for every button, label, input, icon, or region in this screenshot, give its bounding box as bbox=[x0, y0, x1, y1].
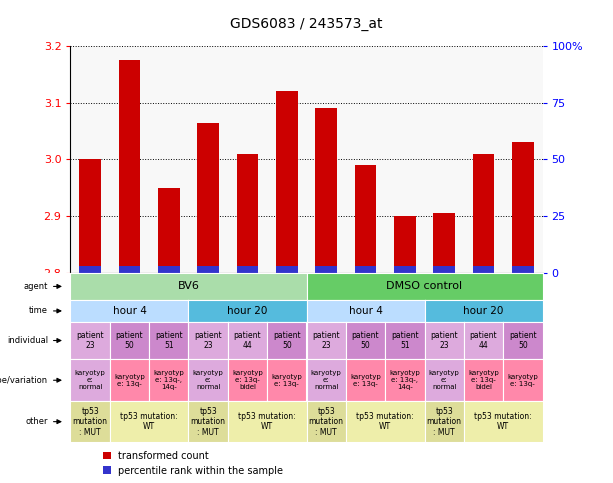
Text: individual: individual bbox=[7, 336, 48, 345]
Text: karyotyp
e: 13q-
bidel: karyotyp e: 13q- bidel bbox=[468, 370, 499, 390]
Text: genotype/variation: genotype/variation bbox=[0, 376, 48, 385]
Text: karyotyp
e: 13q-
bidel: karyotyp e: 13q- bidel bbox=[232, 370, 263, 390]
Text: patient
44: patient 44 bbox=[470, 331, 497, 350]
Bar bbox=[276, 91, 298, 273]
Text: tp53 mutation:
WT: tp53 mutation: WT bbox=[474, 412, 532, 431]
Bar bbox=[276, 266, 298, 273]
Text: karyotyp
e:
normal: karyotyp e: normal bbox=[311, 370, 341, 390]
Text: tp53 mutation:
WT: tp53 mutation: WT bbox=[120, 412, 178, 431]
Text: patient
50: patient 50 bbox=[509, 331, 536, 350]
Text: tp53
mutation
: MUT: tp53 mutation : MUT bbox=[73, 407, 108, 437]
Text: agent: agent bbox=[23, 282, 48, 291]
Bar bbox=[79, 159, 101, 273]
Legend: transformed count, percentile rank within the sample: transformed count, percentile rank withi… bbox=[99, 447, 287, 480]
Text: hour 20: hour 20 bbox=[227, 306, 268, 316]
Text: karyotyp
e: 13q-: karyotyp e: 13q- bbox=[114, 374, 145, 387]
Text: patient
23: patient 23 bbox=[194, 331, 222, 350]
Bar bbox=[394, 216, 416, 273]
Text: patient
51: patient 51 bbox=[391, 331, 419, 350]
Text: tp53
mutation
: MUT: tp53 mutation : MUT bbox=[309, 407, 344, 437]
Text: tp53
mutation
: MUT: tp53 mutation : MUT bbox=[427, 407, 462, 437]
Bar bbox=[473, 154, 494, 273]
Text: tp53 mutation:
WT: tp53 mutation: WT bbox=[356, 412, 414, 431]
Text: BV6: BV6 bbox=[178, 282, 199, 291]
Text: GDS6083 / 243573_at: GDS6083 / 243573_at bbox=[230, 17, 383, 31]
Bar bbox=[355, 165, 376, 273]
Bar bbox=[158, 188, 180, 273]
Text: hour 4: hour 4 bbox=[113, 306, 147, 316]
Bar bbox=[119, 266, 140, 273]
Bar bbox=[473, 266, 494, 273]
Text: karyotyp
e:
normal: karyotyp e: normal bbox=[429, 370, 460, 390]
Text: tp53
mutation
: MUT: tp53 mutation : MUT bbox=[191, 407, 226, 437]
Text: time: time bbox=[29, 306, 48, 315]
Text: karyotyp
e: 13q-: karyotyp e: 13q- bbox=[272, 374, 302, 387]
Bar bbox=[315, 266, 337, 273]
Bar bbox=[433, 266, 455, 273]
Text: DMSO control: DMSO control bbox=[386, 282, 463, 291]
Text: patient
50: patient 50 bbox=[273, 331, 300, 350]
Bar bbox=[315, 108, 337, 273]
Bar bbox=[433, 213, 455, 273]
Text: karyotyp
e:
normal: karyotyp e: normal bbox=[193, 370, 224, 390]
Bar bbox=[197, 123, 219, 273]
Text: karyotyp
e:
normal: karyotyp e: normal bbox=[75, 370, 105, 390]
Bar bbox=[512, 142, 534, 273]
Text: karyotyp
e: 13q-: karyotyp e: 13q- bbox=[350, 374, 381, 387]
Text: karyotyp
e: 13q-: karyotyp e: 13q- bbox=[508, 374, 538, 387]
Bar bbox=[237, 266, 258, 273]
Text: patient
23: patient 23 bbox=[430, 331, 458, 350]
Text: patient
23: patient 23 bbox=[77, 331, 104, 350]
Bar bbox=[355, 266, 376, 273]
Text: karyotyp
e: 13q-,
14q-: karyotyp e: 13q-, 14q- bbox=[389, 370, 420, 390]
Bar bbox=[394, 266, 416, 273]
Text: patient
50: patient 50 bbox=[116, 331, 143, 350]
Bar bbox=[237, 154, 258, 273]
Text: patient
44: patient 44 bbox=[234, 331, 261, 350]
Bar bbox=[79, 266, 101, 273]
Bar bbox=[512, 266, 534, 273]
Text: hour 4: hour 4 bbox=[349, 306, 383, 316]
Text: hour 20: hour 20 bbox=[463, 306, 504, 316]
Text: patient
51: patient 51 bbox=[155, 331, 183, 350]
Text: patient
23: patient 23 bbox=[313, 331, 340, 350]
Text: karyotyp
e: 13q-,
14q-: karyotyp e: 13q-, 14q- bbox=[153, 370, 184, 390]
Bar bbox=[158, 266, 180, 273]
Bar bbox=[119, 60, 140, 273]
Text: tp53 mutation:
WT: tp53 mutation: WT bbox=[238, 412, 296, 431]
Bar bbox=[197, 266, 219, 273]
Text: patient
50: patient 50 bbox=[352, 331, 379, 350]
Text: other: other bbox=[25, 417, 48, 426]
